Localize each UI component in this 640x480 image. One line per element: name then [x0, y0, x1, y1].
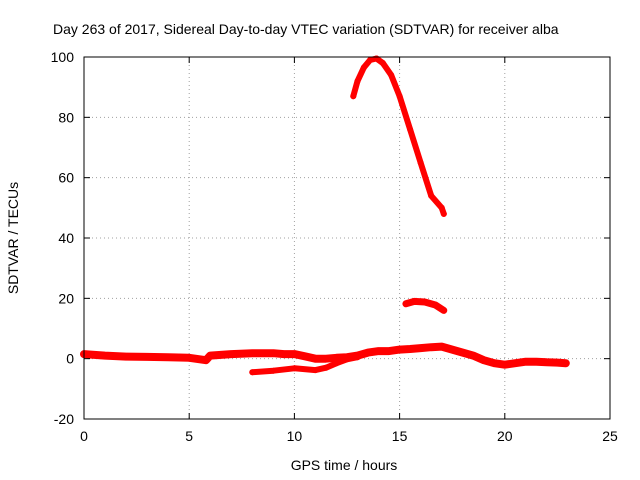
data-point [449, 346, 456, 353]
data-point [270, 367, 277, 374]
data-point [144, 353, 151, 360]
y-tick-label: 40 [58, 230, 74, 246]
data-point [543, 359, 550, 366]
data-point [291, 351, 298, 358]
data-point [402, 300, 409, 307]
data-point [440, 210, 447, 217]
data-point [301, 353, 308, 360]
y-tick-label: 0 [66, 351, 74, 367]
data-point [501, 361, 508, 368]
axis-ticks: 0 5 10 15 20 25 -20 0 20 40 60 80 100 [51, 49, 618, 444]
data-point [165, 354, 172, 361]
data-point [333, 360, 340, 367]
data-point [280, 351, 287, 358]
data-point [375, 348, 382, 355]
data-point [512, 360, 519, 367]
data-point [417, 345, 424, 352]
x-tick-label: 15 [392, 428, 408, 444]
data-point [417, 159, 424, 166]
data-point [491, 360, 498, 367]
y-tick-label: 60 [58, 170, 74, 186]
data-point [396, 93, 403, 100]
data-point [270, 350, 277, 357]
data-point [367, 57, 374, 63]
data-point [396, 346, 403, 353]
data-point [291, 365, 298, 372]
data-point [407, 346, 414, 352]
x-tick-label: 25 [602, 428, 618, 444]
data-point [249, 350, 256, 357]
data-point [459, 349, 466, 356]
data-point [533, 358, 540, 365]
data-point [312, 367, 319, 374]
data-point [438, 204, 445, 211]
y-tick-label: 80 [58, 109, 74, 125]
x-tick-label: 0 [80, 428, 88, 444]
data-point [428, 344, 435, 351]
data-point [562, 360, 569, 367]
data-point [388, 72, 395, 79]
data-point [440, 307, 447, 314]
data-point [323, 364, 329, 371]
data-point [522, 358, 529, 365]
data-point [312, 355, 319, 362]
data-series [80, 55, 570, 376]
data-point [203, 357, 209, 364]
chart-title: Day 263 of 2017, Sidereal Day-to-day VTE… [53, 21, 559, 37]
series-peak-arc [350, 55, 447, 217]
data-point [432, 302, 439, 308]
data-point [207, 352, 214, 359]
y-tick-label: 20 [58, 290, 74, 306]
data-point [249, 369, 256, 376]
data-point [354, 78, 361, 85]
data-point [554, 359, 561, 366]
data-point [470, 352, 477, 359]
x-axis-label: GPS time / hours [291, 457, 398, 473]
data-point [354, 354, 361, 361]
data-point [421, 299, 428, 305]
data-point [480, 357, 487, 364]
data-point [102, 352, 108, 359]
x-tick-label: 5 [185, 428, 193, 444]
data-point [438, 343, 445, 350]
y-tick-label: -20 [54, 411, 74, 427]
x-tick-label: 10 [287, 428, 303, 444]
data-point [373, 55, 380, 62]
data-point [411, 298, 418, 305]
y-tick-label: 100 [51, 49, 75, 65]
data-point [428, 192, 435, 199]
x-tick-label: 20 [497, 428, 513, 444]
data-point [360, 64, 367, 71]
data-point [365, 349, 371, 356]
data-point [386, 348, 393, 355]
data-point [323, 355, 329, 362]
data-point [379, 60, 386, 66]
data-point [186, 354, 193, 361]
grid-lines [84, 57, 610, 419]
data-point [350, 93, 357, 100]
y-axis-label: SDTVAR / TECUs [5, 182, 21, 294]
data-point [123, 353, 130, 360]
data-point [333, 354, 340, 361]
data-point [228, 351, 235, 358]
data-point [407, 126, 414, 133]
data-point [344, 356, 350, 363]
